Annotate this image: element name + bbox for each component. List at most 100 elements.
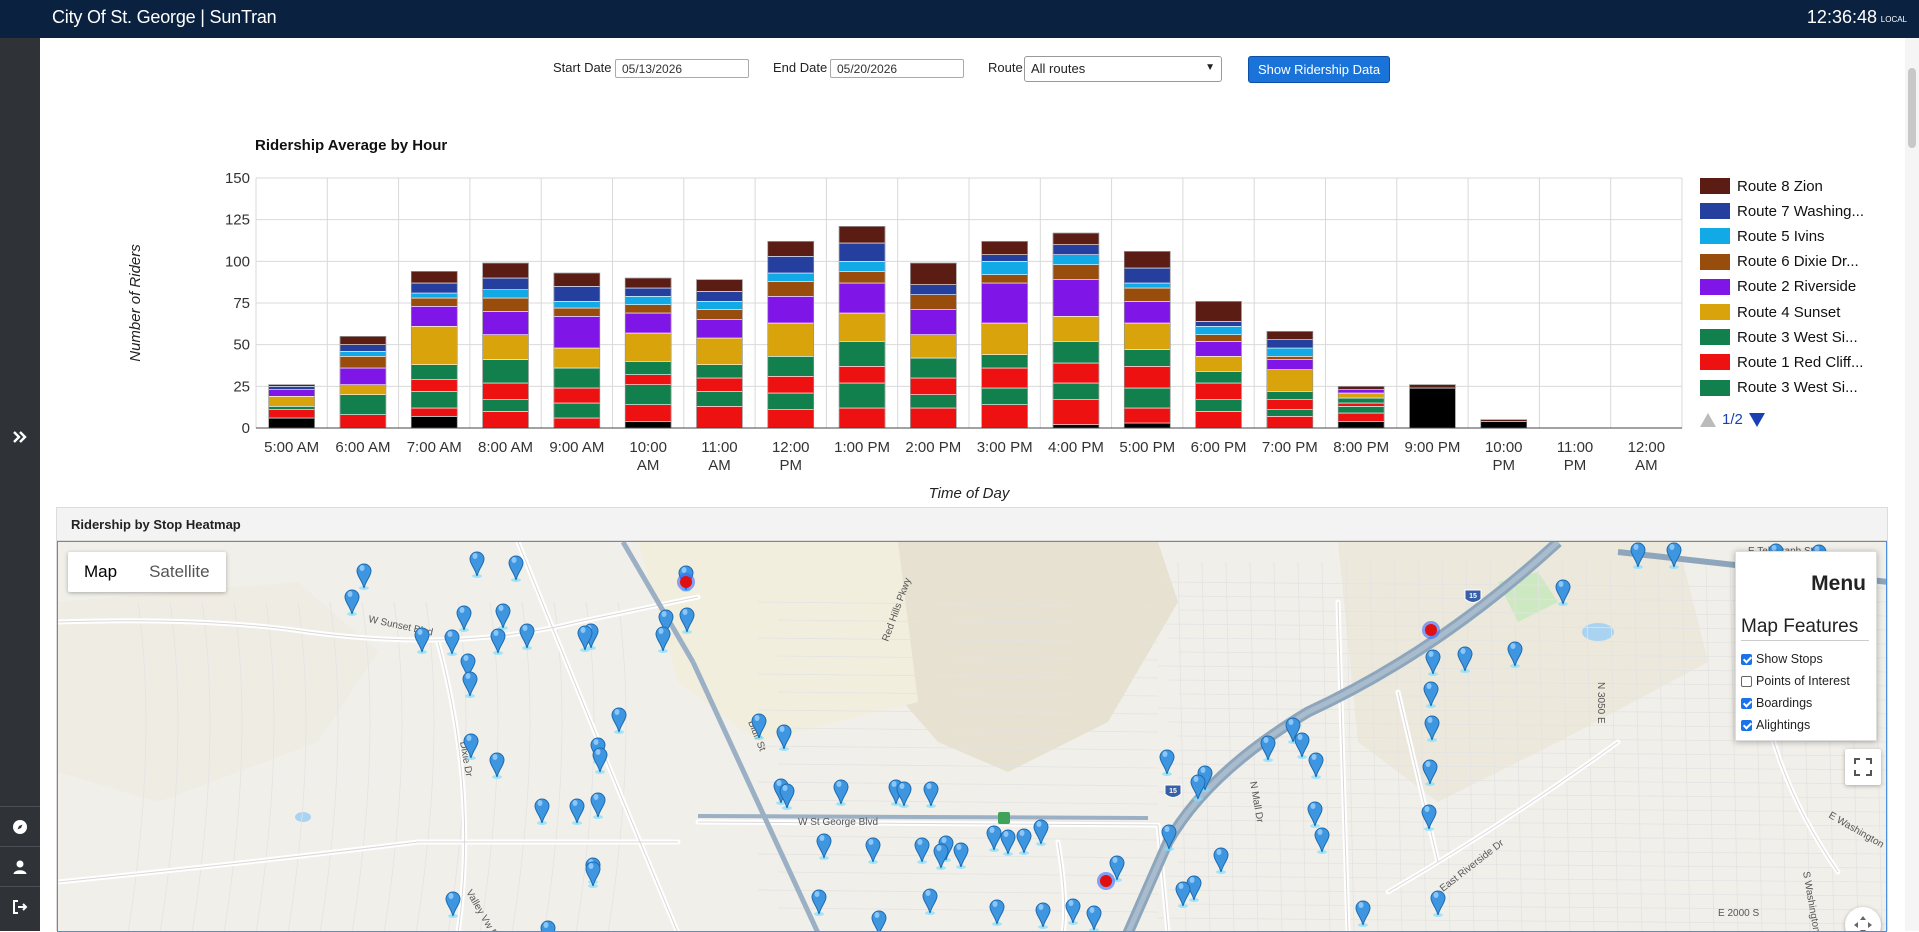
bar-segment[interactable] [1123, 282, 1171, 289]
bar-segment[interactable] [696, 377, 743, 392]
stop-pin-icon[interactable] [914, 837, 930, 864]
bar-segment[interactable] [1123, 422, 1171, 429]
bar-segment[interactable] [624, 332, 672, 362]
bar-segment[interactable] [553, 387, 601, 404]
bar-segment[interactable] [339, 414, 387, 429]
stop-pin-icon[interactable] [923, 781, 939, 808]
bar-segment[interactable] [624, 384, 672, 405]
bar-segment[interactable] [910, 262, 957, 285]
bar-segment[interactable] [910, 309, 957, 335]
bar-segment[interactable] [910, 377, 957, 395]
bar-segment[interactable] [696, 291, 743, 302]
bar-segment[interactable] [767, 322, 815, 357]
bar-segment[interactable] [1337, 392, 1385, 399]
bar-segment[interactable] [1052, 362, 1100, 384]
stop-pin-icon[interactable] [1175, 881, 1191, 908]
stop-pin-icon[interactable] [508, 555, 524, 582]
legend-next-icon[interactable] [1748, 412, 1765, 427]
stop-pin-icon[interactable] [414, 627, 430, 654]
bar-segment[interactable] [767, 296, 815, 324]
bar-segment[interactable] [1052, 232, 1100, 245]
stop-pin-icon[interactable] [655, 626, 671, 653]
bar-segment[interactable] [339, 356, 387, 369]
bar-segment[interactable] [268, 396, 315, 407]
bar-segment[interactable] [1195, 411, 1242, 429]
bar-segment[interactable] [410, 271, 458, 284]
option-points-of-interest[interactable]: Points of Interest [1741, 674, 1850, 688]
stop-pin-icon[interactable] [534, 798, 550, 825]
legend-item[interactable]: Route 4 Sunset [1700, 302, 1840, 322]
bar-segment[interactable] [624, 304, 672, 314]
bar-segment[interactable] [1266, 339, 1314, 349]
stop-pin-icon[interactable] [1308, 752, 1324, 779]
bar-segment[interactable] [1123, 366, 1171, 389]
bar-segment[interactable] [910, 407, 957, 429]
show-stops-checkbox[interactable] [1741, 653, 1752, 665]
stop-pin-icon[interactable] [462, 671, 478, 698]
bar-segment[interactable] [1052, 264, 1100, 280]
stop-pin-icon[interactable] [1035, 902, 1051, 929]
bar-segment[interactable] [1337, 406, 1385, 414]
bar-segment[interactable] [410, 292, 458, 299]
bar-segment[interactable] [1195, 399, 1242, 412]
bar-segment[interactable] [1266, 359, 1314, 370]
bar-segment[interactable] [268, 417, 315, 429]
stop-pin-icon[interactable] [1507, 641, 1523, 668]
bar-segment[interactable] [553, 402, 601, 419]
stop-pin-icon[interactable] [1630, 542, 1646, 569]
stop-pin-icon[interactable] [865, 837, 881, 864]
show-ridership-button[interactable]: Show Ridership Data [1248, 56, 1390, 83]
bar-segment[interactable] [838, 407, 886, 429]
legend-item[interactable]: Route 1 Red Cliff... [1700, 352, 1863, 372]
bar-segment[interactable] [482, 277, 529, 290]
bar-segment[interactable] [1195, 321, 1242, 327]
bar-segment[interactable] [1052, 341, 1100, 364]
bar-segment[interactable] [1052, 316, 1100, 342]
map-type-map[interactable]: Map [84, 562, 118, 581]
bar-segment[interactable] [624, 287, 672, 297]
stop-pin-icon[interactable] [1190, 774, 1206, 801]
bar-segment[interactable] [1195, 382, 1242, 400]
stop-pin-icon[interactable] [811, 889, 827, 916]
stop-pin-icon[interactable] [896, 781, 912, 808]
stop-pin-icon[interactable] [816, 833, 832, 860]
bar-segment[interactable] [1123, 387, 1171, 409]
bar-segment[interactable] [1123, 407, 1171, 424]
stop-pin-icon[interactable] [569, 798, 585, 825]
bar-segment[interactable] [553, 367, 601, 389]
stop-pin-icon[interactable] [933, 843, 949, 870]
bar-segment[interactable] [482, 359, 529, 384]
bar-segment[interactable] [1409, 384, 1456, 389]
option-alightings[interactable]: Alightings [1741, 718, 1810, 732]
bar-segment[interactable] [339, 344, 387, 352]
stop-pin-icon[interactable] [1033, 819, 1049, 846]
bar-segment[interactable] [838, 341, 886, 367]
bar-segment[interactable] [1266, 399, 1314, 410]
bar-segment[interactable] [981, 254, 1028, 262]
bar-segment[interactable] [553, 286, 601, 302]
bar-segment[interactable] [1337, 421, 1385, 429]
bar-segment[interactable] [981, 322, 1028, 355]
bar-segment[interactable] [410, 297, 458, 307]
bar-segment[interactable] [696, 406, 743, 429]
bar-segment[interactable] [696, 391, 743, 407]
stop-pin-icon[interactable] [585, 861, 601, 888]
bar-segment[interactable] [696, 337, 743, 365]
high-ridership-stop-icon[interactable] [1097, 872, 1115, 890]
stop-pin-icon[interactable] [1065, 898, 1081, 925]
stop-pin-icon[interactable] [1666, 542, 1682, 569]
bar-segment[interactable] [553, 417, 601, 429]
stop-pin-icon[interactable] [1430, 890, 1446, 917]
bar-segment[interactable] [1266, 347, 1314, 357]
stop-pin-icon[interactable] [1421, 804, 1437, 831]
bar-segment[interactable] [838, 226, 886, 244]
bar-segment[interactable] [1266, 369, 1314, 392]
stop-pin-icon[interactable] [986, 825, 1002, 852]
stop-pin-icon[interactable] [1161, 824, 1177, 851]
stop-pin-icon[interactable] [456, 605, 472, 632]
bar-segment[interactable] [553, 307, 601, 317]
stop-pin-icon[interactable] [953, 842, 969, 869]
stop-pin-icon[interactable] [1016, 828, 1032, 855]
bar-segment[interactable] [1337, 389, 1385, 394]
